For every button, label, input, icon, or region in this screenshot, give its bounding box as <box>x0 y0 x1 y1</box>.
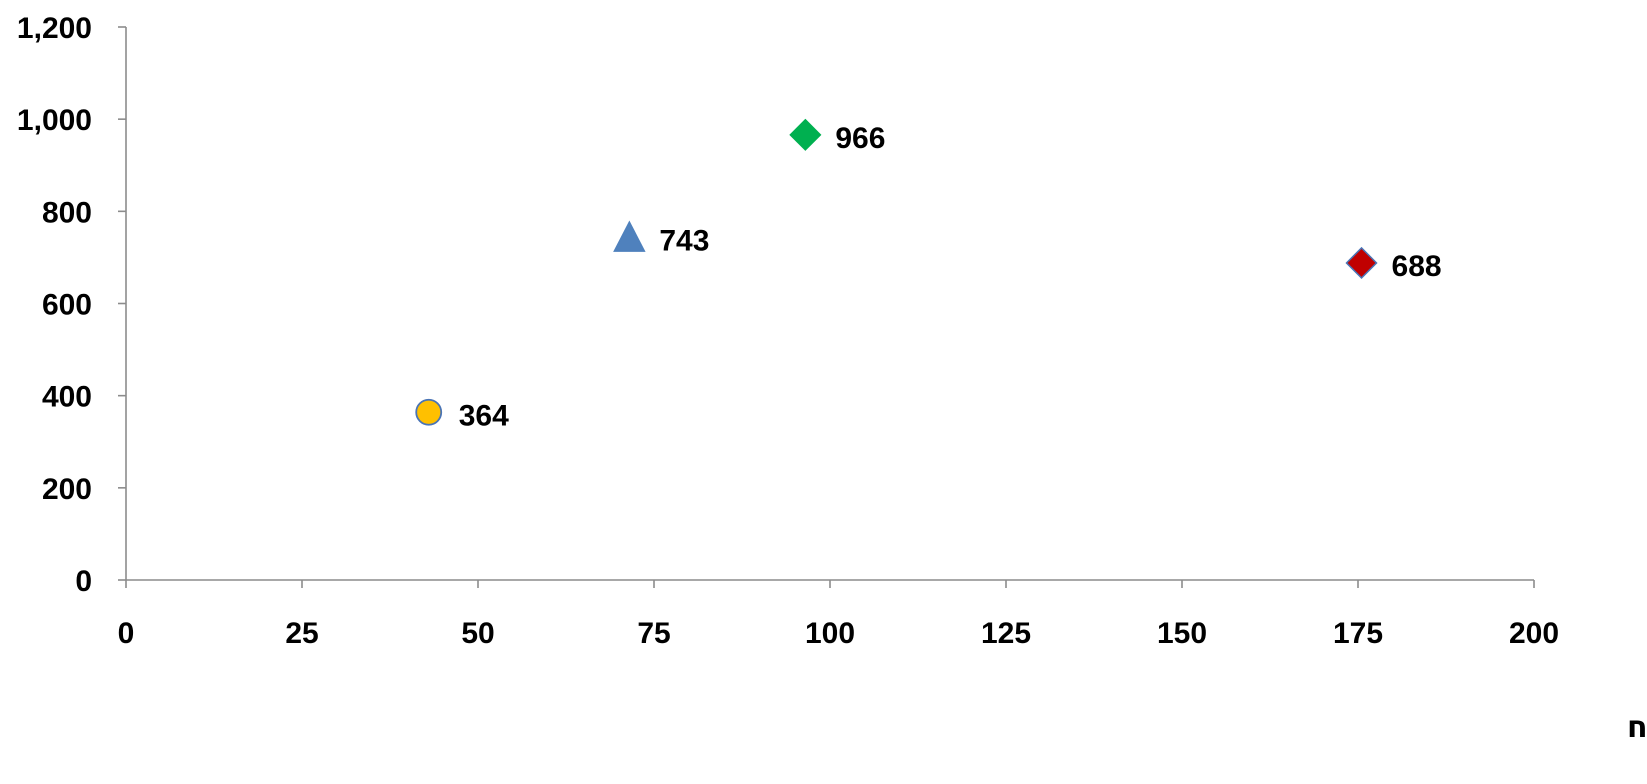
x-tick-label: 200 <box>1509 617 1559 650</box>
y-tick-label: 200 <box>42 473 92 506</box>
x-axis: 0 25 50 75 100 125 150 175 200 <box>118 579 1559 650</box>
data-point-circle <box>415 398 443 426</box>
data-label: 688 <box>1392 250 1442 283</box>
x-tick-label: 150 <box>1157 617 1207 650</box>
x-axis-title: סטיית תקן של הרווח <box>1627 710 1647 745</box>
y-tick-label: 1,000 <box>17 104 92 137</box>
y-tick-label: 800 <box>42 196 92 229</box>
x-tick-label: 175 <box>1333 617 1383 650</box>
x-tick-label: 50 <box>461 617 494 650</box>
x-tick-label: 0 <box>118 617 135 650</box>
data-point-diamond <box>1345 246 1378 280</box>
x-tick-label: 100 <box>805 617 855 650</box>
x-tick-label: 75 <box>637 617 670 650</box>
data-point-triangle <box>613 220 646 252</box>
data-label: 966 <box>835 122 885 155</box>
data-label: 364 <box>459 399 509 432</box>
data-label: 743 <box>659 225 709 258</box>
x-tick-label: 25 <box>285 617 318 650</box>
y-tick-label: 400 <box>42 381 92 414</box>
x-tick-label: 125 <box>981 617 1031 650</box>
y-tick-label: 0 <box>75 565 92 598</box>
data-point-diamond <box>789 118 822 151</box>
data-points: 364 743 966 688 <box>415 118 1442 432</box>
y-tick-label: 600 <box>42 289 92 322</box>
y-tick-label: 1,200 <box>17 12 92 45</box>
y-axis: 0 200 400 600 800 1,000 1,200 <box>17 12 127 598</box>
